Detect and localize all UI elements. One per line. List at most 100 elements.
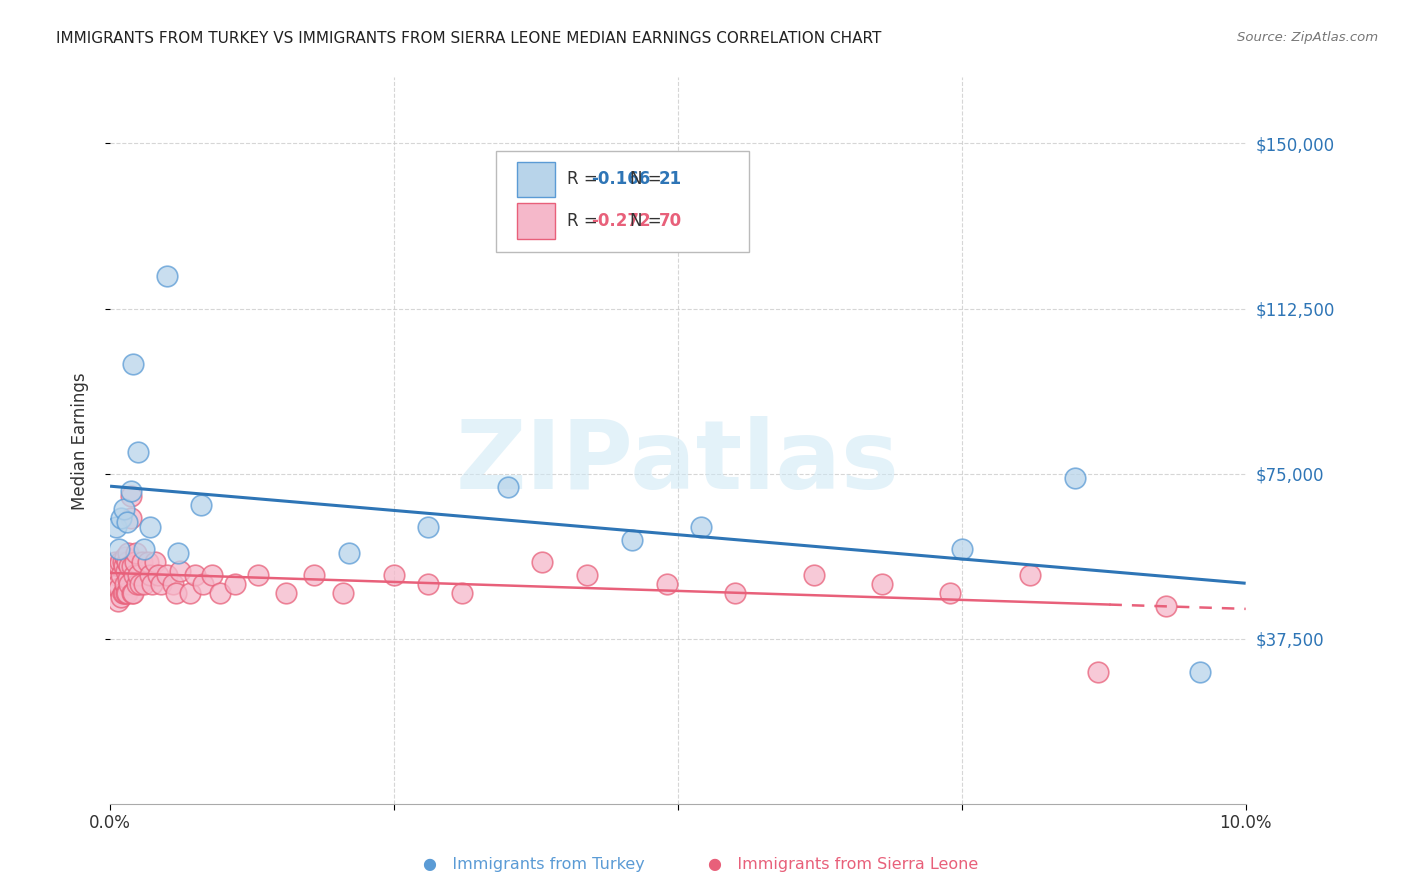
Point bbox=[689, 519, 711, 533]
Point bbox=[337, 546, 360, 560]
Point bbox=[112, 502, 135, 516]
Point bbox=[110, 590, 132, 604]
Point bbox=[165, 585, 187, 599]
Point bbox=[162, 577, 184, 591]
Point bbox=[190, 498, 212, 512]
Point bbox=[1189, 665, 1212, 679]
Point bbox=[201, 568, 224, 582]
Point bbox=[127, 577, 149, 591]
Point bbox=[1064, 471, 1087, 485]
Text: ZIPatlas: ZIPatlas bbox=[456, 416, 900, 509]
Point bbox=[118, 577, 141, 591]
Point bbox=[451, 585, 474, 599]
Point bbox=[112, 585, 135, 599]
Text: -0.272: -0.272 bbox=[592, 212, 651, 230]
Point bbox=[127, 568, 149, 582]
Point bbox=[134, 541, 156, 556]
Point bbox=[156, 268, 179, 283]
Point bbox=[145, 555, 167, 569]
Text: Source: ZipAtlas.com: Source: ZipAtlas.com bbox=[1237, 31, 1378, 45]
Point bbox=[111, 555, 134, 569]
Point bbox=[150, 577, 173, 591]
Point bbox=[274, 585, 297, 599]
Point bbox=[209, 585, 232, 599]
Point bbox=[139, 568, 162, 582]
Text: R =: R = bbox=[568, 170, 603, 188]
Point bbox=[122, 568, 145, 582]
Point bbox=[115, 515, 138, 529]
Text: 70: 70 bbox=[658, 212, 682, 230]
Point bbox=[872, 577, 894, 591]
Point bbox=[115, 585, 138, 599]
Point bbox=[950, 541, 973, 556]
Point bbox=[146, 568, 169, 582]
Point bbox=[107, 577, 129, 591]
Point bbox=[112, 559, 135, 574]
Point bbox=[115, 555, 138, 569]
Point bbox=[118, 559, 141, 574]
Point bbox=[108, 581, 131, 595]
Point bbox=[121, 559, 143, 574]
Point bbox=[110, 568, 132, 582]
Point bbox=[1087, 665, 1109, 679]
Point bbox=[621, 533, 644, 547]
Point bbox=[1019, 568, 1042, 582]
Point bbox=[104, 568, 127, 582]
Point bbox=[156, 568, 179, 582]
Point bbox=[167, 546, 190, 560]
Point bbox=[108, 559, 131, 574]
Point bbox=[169, 564, 191, 578]
Point bbox=[224, 577, 246, 591]
Point bbox=[193, 577, 215, 591]
Point bbox=[134, 577, 156, 591]
Point bbox=[105, 564, 128, 578]
Point bbox=[939, 585, 962, 599]
Text: 21: 21 bbox=[658, 170, 682, 188]
Point bbox=[576, 568, 599, 582]
Point bbox=[655, 577, 678, 591]
Point bbox=[246, 568, 269, 582]
Point bbox=[104, 519, 127, 533]
Point bbox=[117, 573, 139, 587]
Y-axis label: Median Earnings: Median Earnings bbox=[72, 372, 89, 509]
Point bbox=[724, 585, 747, 599]
Point bbox=[125, 546, 148, 560]
Point bbox=[108, 541, 131, 556]
Point bbox=[120, 510, 142, 524]
Point bbox=[1154, 599, 1177, 613]
Point bbox=[128, 577, 150, 591]
Point bbox=[121, 585, 143, 599]
Point bbox=[114, 577, 136, 591]
Point bbox=[416, 577, 439, 591]
Point bbox=[124, 555, 146, 569]
Point bbox=[304, 568, 326, 582]
Point bbox=[115, 564, 138, 578]
Point bbox=[136, 555, 159, 569]
Point bbox=[139, 519, 162, 533]
Point bbox=[131, 555, 153, 569]
Point bbox=[127, 444, 149, 458]
Point bbox=[110, 555, 132, 569]
Point bbox=[803, 568, 825, 582]
Point bbox=[382, 568, 405, 582]
Text: ●   Immigrants from Turkey: ● Immigrants from Turkey bbox=[423, 857, 645, 872]
Text: N =: N = bbox=[630, 212, 666, 230]
Point bbox=[141, 577, 163, 591]
Point bbox=[179, 585, 201, 599]
Point bbox=[107, 594, 129, 608]
Point bbox=[114, 550, 136, 565]
Point bbox=[530, 555, 553, 569]
Point bbox=[111, 585, 134, 599]
Text: IMMIGRANTS FROM TURKEY VS IMMIGRANTS FROM SIERRA LEONE MEDIAN EARNINGS CORRELATI: IMMIGRANTS FROM TURKEY VS IMMIGRANTS FRO… bbox=[56, 31, 882, 46]
Point bbox=[104, 555, 127, 569]
Point bbox=[117, 546, 139, 560]
Point bbox=[184, 568, 207, 582]
Text: ●   Immigrants from Sierra Leone: ● Immigrants from Sierra Leone bbox=[709, 857, 979, 872]
Point bbox=[332, 585, 354, 599]
Text: -0.166: -0.166 bbox=[592, 170, 651, 188]
Text: R =: R = bbox=[568, 212, 603, 230]
Point bbox=[115, 585, 138, 599]
Point bbox=[496, 480, 519, 494]
Point bbox=[120, 489, 142, 503]
Text: N =: N = bbox=[630, 170, 666, 188]
